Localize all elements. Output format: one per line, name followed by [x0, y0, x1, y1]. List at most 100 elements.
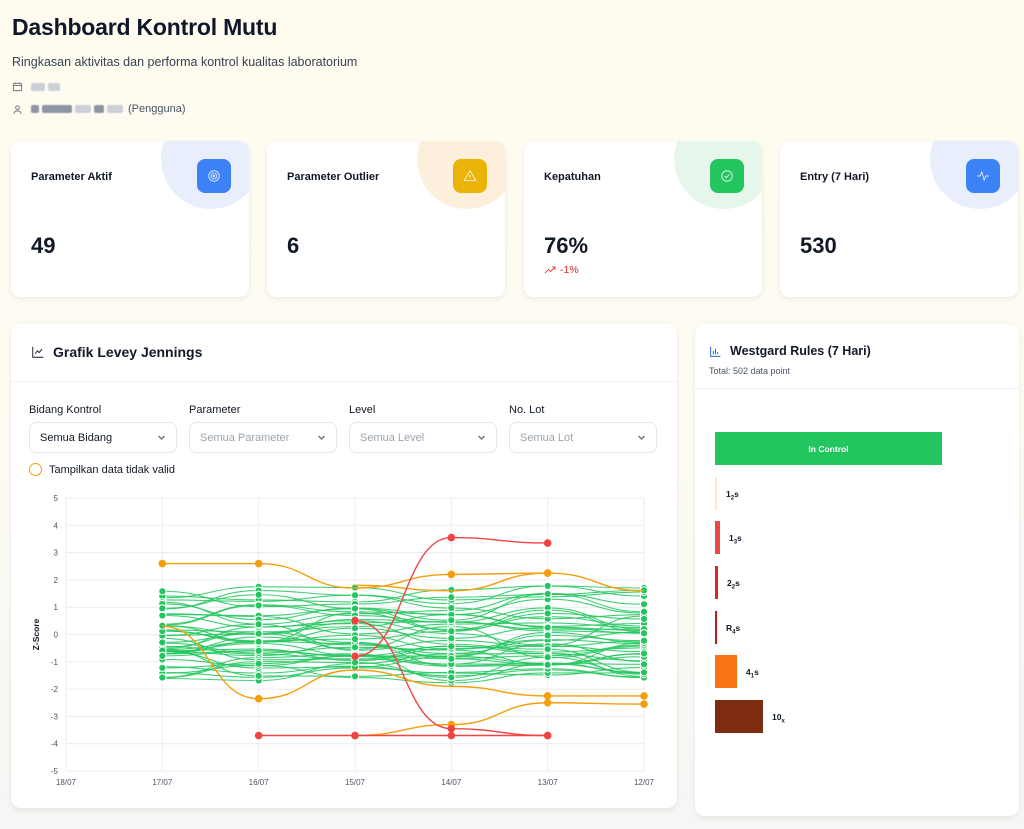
in-control-series — [162, 650, 645, 666]
data-point — [447, 673, 456, 682]
y-tick-label: 1 — [54, 603, 59, 612]
in-control-series — [162, 656, 645, 679]
invalid-data-toggle[interactable]: Tampilkan data tidak valid — [29, 463, 175, 476]
data-point — [254, 637, 263, 646]
data-point — [543, 660, 552, 669]
in-control-series — [162, 589, 645, 620]
filter-lot: No. Lot Semua Lot — [509, 404, 657, 453]
level-select[interactable]: Semua Level — [349, 422, 497, 453]
stat-label: Kepatuhan — [544, 171, 601, 183]
in-control-series — [162, 642, 645, 665]
x-tick-label: 17/07 — [152, 778, 173, 787]
in-control-series — [162, 604, 645, 630]
in-control-series — [162, 612, 645, 642]
chevron-down-icon — [478, 435, 485, 440]
data-point — [543, 623, 552, 632]
data-point — [447, 603, 456, 613]
stat-value: 6 — [287, 233, 300, 258]
in-control-series — [162, 634, 645, 667]
stat-label: Parameter Outlier — [287, 171, 380, 183]
data-point — [543, 581, 552, 591]
data-point — [158, 651, 167, 660]
warning-point — [254, 559, 263, 568]
toggle-label: Tampilkan data tidak valid — [49, 463, 175, 476]
user-row: (Pengguna) — [12, 103, 357, 115]
data-point — [447, 642, 456, 651]
stat-card-parameter-aktif: Parameter Aktif 49 — [11, 141, 249, 297]
user-icon — [13, 104, 22, 114]
data-point — [639, 607, 649, 616]
filter-level: Level Semua Level — [349, 404, 497, 453]
y-tick-label: 2 — [54, 576, 59, 585]
chevron-down-icon — [158, 435, 165, 440]
parameter-select[interactable]: Semua Parameter — [189, 422, 337, 453]
warning-point — [158, 559, 167, 568]
in-control-series — [162, 598, 645, 621]
data-point — [639, 649, 649, 658]
redacted-username — [42, 105, 72, 113]
data-point — [639, 636, 649, 645]
westgard-panel: Westgard Rules (7 Hari) Total: 502 data … — [695, 324, 1019, 816]
data-point — [543, 609, 552, 618]
reject-point — [447, 533, 456, 542]
westgard-rule-label: 12s — [726, 489, 739, 502]
data-point — [254, 620, 263, 629]
reject-point — [543, 731, 552, 740]
stat-value: 49 — [31, 233, 56, 258]
y-tick-label: -3 — [51, 712, 59, 721]
reject-point — [351, 617, 359, 625]
target-icon — [208, 170, 220, 182]
filter-label: No. Lot — [509, 404, 545, 416]
warning-point — [543, 569, 552, 577]
panel-header: Westgard Rules (7 Hari) — [709, 344, 871, 358]
chevron-down-icon — [638, 435, 645, 440]
reject-point — [447, 731, 456, 740]
data-point — [543, 653, 552, 662]
in-control-series — [162, 642, 645, 667]
data-point — [447, 634, 456, 643]
filter-label: Bidang Kontrol — [29, 404, 102, 416]
panel-header: Grafik Levey Jennings — [31, 344, 202, 360]
select-value: Semua Level — [360, 431, 425, 444]
westgard-rule-label: 13s — [729, 533, 742, 546]
westgard-rule-label: 10x — [772, 712, 785, 725]
westgard-rule-bar — [715, 655, 737, 688]
toggle-checkbox[interactable] — [29, 463, 42, 476]
data-point — [447, 585, 456, 594]
divider — [695, 388, 1019, 389]
in-control-series — [162, 631, 645, 659]
warning-series — [354, 702, 645, 737]
y-tick-label: 0 — [54, 631, 59, 640]
in-control-series — [162, 645, 645, 673]
y-tick-label: -4 — [51, 740, 59, 749]
westgard-rule-bar — [715, 477, 717, 510]
reject-point — [254, 731, 263, 740]
westgard-rule-bar — [715, 611, 717, 644]
data-point — [543, 645, 552, 654]
data-point — [254, 646, 263, 655]
data-point — [254, 659, 263, 668]
data-point — [639, 600, 649, 609]
in-control-series — [162, 625, 645, 643]
data-point — [639, 660, 649, 669]
data-point — [158, 604, 167, 613]
warning-point — [543, 692, 552, 700]
in-control-bar: In Control — [715, 432, 942, 465]
data-point — [350, 624, 360, 633]
card-icon-tile — [197, 159, 231, 193]
page-subtitle: Ringkasan aktivitas dan performa kontrol… — [12, 55, 358, 69]
divider — [11, 381, 677, 382]
redacted-username — [107, 105, 123, 113]
data-point — [254, 601, 263, 610]
y-tick-label: -2 — [51, 685, 59, 694]
warning-series — [354, 572, 645, 592]
y-tick-label: -5 — [51, 767, 59, 776]
warning-point — [254, 694, 263, 703]
card-icon-tile — [453, 159, 487, 193]
bidang-select[interactable]: Semua Bidang — [29, 422, 177, 453]
data-point — [254, 590, 263, 599]
westgard-rule-label: 41s — [746, 667, 759, 680]
lot-select[interactable]: Semua Lot — [509, 422, 657, 453]
stat-card-kepatuhan: Kepatuhan 76% -1% — [524, 141, 762, 297]
stat-label: Entry (7 Hari) — [800, 171, 870, 183]
